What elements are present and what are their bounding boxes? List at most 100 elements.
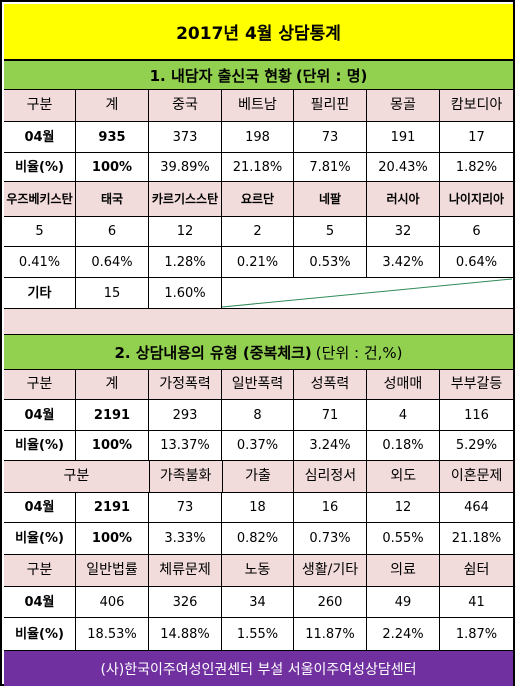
s2-ratio-row3: 비율(%) 18.53% 14.88% 1.55% 11.87% 2.24% 1… xyxy=(4,618,513,650)
value-cell: 41 xyxy=(468,594,485,610)
header-cell: 러시아 xyxy=(367,182,440,216)
value-cell: 21.18% xyxy=(451,531,502,546)
value-cell: 49 xyxy=(367,587,440,617)
value-cell: 34 xyxy=(222,587,294,617)
value-cell: 39.89% xyxy=(149,153,222,181)
s2-ratio-row2: 비율(%) 100% 3.33% 0.82% 0.73% 0.55% 21.18… xyxy=(4,523,513,555)
value-cell: 0.55% xyxy=(367,523,440,554)
header-cell: 가족불화 xyxy=(150,461,223,492)
header-cell: 이혼문제 xyxy=(450,468,503,484)
value-cell: 73 xyxy=(149,493,222,522)
value-cell: 0.73% xyxy=(294,523,367,554)
s2-header-row3: 구분 일반법률 체류문제 노동 생활/기타 의료 쉼터 xyxy=(4,555,513,587)
section2-title: 2. 상담내용의 유형 (중복체크) xyxy=(114,343,312,362)
s1-ratio-row1: 비율(%) 100% 39.89% 21.18% 7.81% 20.43% 1.… xyxy=(4,153,513,182)
value-cell: 3.33% xyxy=(149,523,222,554)
value-cell: 71 xyxy=(294,400,367,430)
row-label: 기타 xyxy=(4,278,76,308)
header-cell: 가출 xyxy=(223,461,295,492)
header-cell: 구분 xyxy=(4,370,76,399)
value-cell: 20.43% xyxy=(367,153,440,181)
value-cell: 0.41% xyxy=(4,247,76,277)
value-cell: 260 xyxy=(294,587,367,617)
value-cell: 32 xyxy=(367,217,440,246)
s2-count-row2: 04월 2191 73 18 16 12 464 xyxy=(4,493,513,523)
section1-title: 1. 내담자 출신국 현황 xyxy=(149,66,292,85)
value-cell: 1.55% xyxy=(222,618,294,650)
s1-header-row2: 우즈베 키스탄 태국 카르기 스스탄 요르단 네팔 러시아 나이지 리아 xyxy=(4,182,513,217)
total-cell: 935 xyxy=(76,122,149,152)
value-cell: 2.24% xyxy=(367,618,440,650)
header-cell: 성매매 xyxy=(367,370,440,399)
header-cell: 가정폭력 xyxy=(149,370,222,399)
value-cell: 293 xyxy=(149,400,222,430)
page-title: 2017년 4월 상담통계 xyxy=(4,4,513,61)
value-cell: 406 xyxy=(76,587,149,617)
header-cell: 몽골 xyxy=(367,90,440,121)
value-cell: 13.37% xyxy=(149,431,222,460)
value-cell: 373 xyxy=(149,122,222,152)
value-cell: 0.37% xyxy=(222,431,294,460)
header-cell: 중국 xyxy=(149,90,222,121)
header-cell: 우즈베 키스탄 xyxy=(4,182,76,216)
total-cell: 100% xyxy=(76,431,149,460)
spacer-row xyxy=(4,309,513,335)
s2-header-row2: 구분 가족불화 가출 심리정서 외도 이혼문제 xyxy=(4,461,513,493)
total-cell: 2191 xyxy=(76,400,149,430)
header-cell: 나이지 리아 xyxy=(448,191,505,206)
header-cell: 일반폭력 xyxy=(222,370,294,399)
s2-ratio-row1: 비율(%) 100% 13.37% 0.37% 3.24% 0.18% 5.29… xyxy=(4,431,513,461)
header-cell: 계 xyxy=(76,370,149,399)
s1-header-row1: 구분 계 중국 베트남 필리핀 몽골 캄보디아 xyxy=(4,90,513,122)
empty-diagonal-cell xyxy=(222,278,512,308)
header-cell: 요르단 xyxy=(222,182,294,216)
header-cell: 네팔 xyxy=(294,182,367,216)
header-cell: 계 xyxy=(76,90,149,121)
value-cell: 3.24% xyxy=(294,431,367,460)
header-cell: 구분 xyxy=(4,90,76,121)
row-label: 비율(%) xyxy=(4,618,76,650)
header-cell: 생활/기타 xyxy=(294,555,367,586)
header-cell: 카르기 스스탄 xyxy=(149,182,222,216)
footer-organization: (사)한국이주여성인권센터 부설 서울이주여성상담센터 xyxy=(4,650,513,686)
s1-ratio-row2: 0.41% 0.64% 1.28% 0.21% 0.53% 3.42% 0.64… xyxy=(4,247,513,278)
value-cell: 6 xyxy=(76,217,149,246)
header-cell: 외도 xyxy=(367,461,441,492)
s1-other-row: 기타 15 1.60% xyxy=(4,278,513,309)
value-cell: 7.81% xyxy=(294,153,367,181)
value-cell: 5 xyxy=(4,217,76,246)
s1-count-row2: 5 6 12 2 5 32 6 xyxy=(4,217,513,247)
value-cell: 116 xyxy=(464,407,489,423)
header-cell: 부부갈등 xyxy=(450,376,503,392)
value-cell: 8 xyxy=(222,400,294,430)
value-cell: 18.53% xyxy=(76,618,149,650)
value-cell: 1.28% xyxy=(149,247,222,277)
value-cell: 21.18% xyxy=(222,153,294,181)
section2-unit: (단위 : 건,%) xyxy=(315,343,403,362)
header-cell: 베트남 xyxy=(222,90,294,121)
row-label: 비율(%) xyxy=(4,523,76,554)
row-label: 04월 xyxy=(4,400,76,430)
row-label: 비율(%) xyxy=(4,431,76,460)
value-cell: 18 xyxy=(222,493,294,522)
s2-count-row3: 04월 406 326 34 260 49 41 xyxy=(4,587,513,618)
header-cell: 필리핀 xyxy=(294,90,367,121)
section2-heading: 2. 상담내용의 유형 (중복체크) (단위 : 건,%) xyxy=(4,335,513,370)
header-cell: 심리정서 xyxy=(294,461,368,492)
value-cell: 73 xyxy=(294,122,367,152)
header-cell: 의료 xyxy=(367,555,440,586)
value-cell: 12 xyxy=(149,217,222,246)
header-cell: 쉼터 xyxy=(463,562,490,578)
total-cell: 100% xyxy=(76,523,149,554)
value-cell: 3.42% xyxy=(367,247,440,277)
value-cell: 198 xyxy=(222,122,294,152)
value-cell: 17 xyxy=(468,129,485,145)
row-label: 04월 xyxy=(4,493,76,522)
header-cell: 캄보디아 xyxy=(450,97,503,113)
value-cell: 5 xyxy=(294,217,367,246)
value-cell: 0.21% xyxy=(222,247,294,277)
value-cell: 1.60% xyxy=(149,278,222,308)
header-cell: 노동 xyxy=(222,555,294,586)
value-cell: 2 xyxy=(222,217,294,246)
